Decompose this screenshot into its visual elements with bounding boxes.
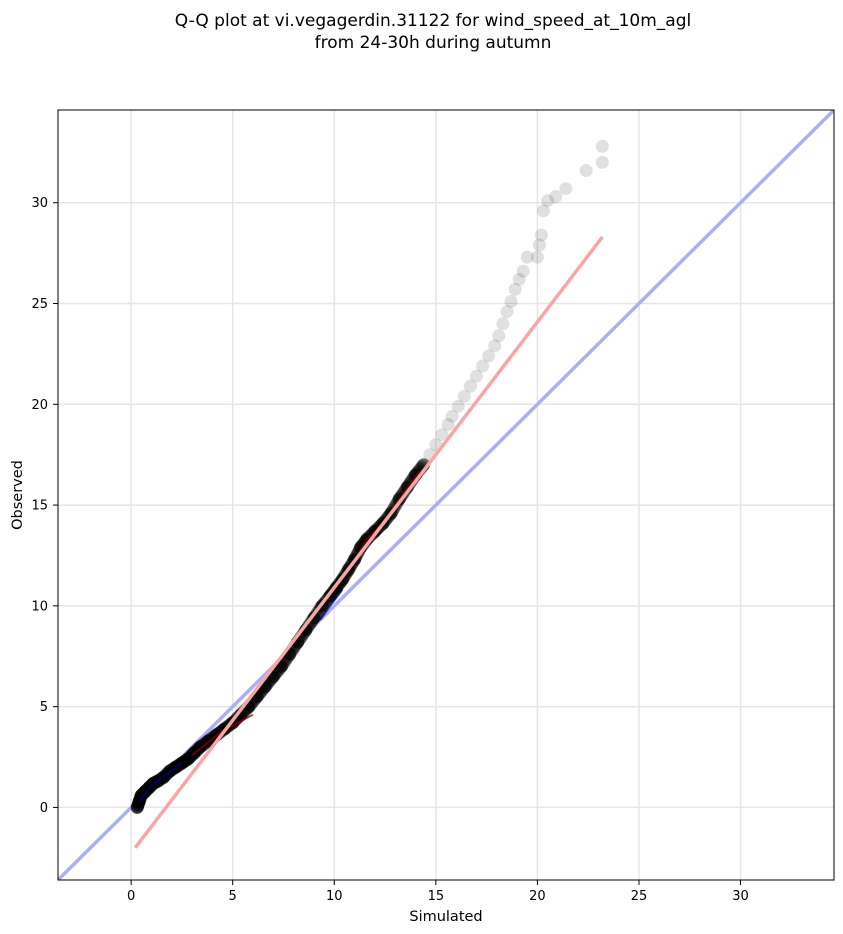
data-point	[132, 796, 146, 810]
data-point	[469, 369, 483, 383]
x-axis-label: Simulated	[409, 909, 482, 925]
x-tick-label: 0	[127, 889, 135, 904]
data-point	[549, 190, 563, 204]
identity-line-layer	[58, 110, 834, 880]
y-axis-ticks: 0 5 10 15 20 25 30	[31, 196, 58, 816]
data-point	[492, 329, 506, 343]
data-point	[435, 428, 449, 442]
x-tick-label: 20	[529, 889, 546, 904]
data-point	[457, 389, 471, 403]
y-tick-label: 0	[40, 801, 48, 816]
dense-core-low	[319, 589, 344, 621]
x-tick-label: 10	[326, 889, 343, 904]
data-point	[445, 409, 459, 423]
data-point	[130, 800, 144, 814]
data-point	[508, 282, 522, 296]
data-point	[131, 799, 145, 813]
data-point	[595, 155, 609, 169]
data-point	[512, 272, 526, 286]
y-tick-label: 20	[31, 398, 48, 413]
plot-area-frame	[57, 109, 835, 881]
fit-line-layer	[133, 235, 604, 849]
data-point	[307, 611, 321, 625]
data-point	[482, 349, 496, 363]
dense-core-low	[138, 762, 183, 803]
x-tick-label: 5	[229, 889, 237, 904]
data-point	[136, 787, 150, 801]
x-tick-label: 30	[732, 889, 749, 904]
data-point	[516, 264, 530, 278]
data-point	[488, 339, 502, 353]
identity-line	[58, 110, 834, 880]
chart-title: Q-Q plot at vi.vegagerdin.31122 for wind…	[175, 11, 691, 31]
x-tick-label: 25	[631, 889, 648, 904]
data-point	[532, 238, 546, 252]
data-point	[304, 615, 318, 629]
data-point	[496, 317, 510, 331]
x-axis-ticks: 0 5 10 15 20 25 30	[127, 880, 749, 904]
data-point	[530, 250, 544, 264]
data-point	[537, 204, 551, 218]
data-point	[131, 798, 145, 812]
y-tick-label: 30	[31, 196, 48, 211]
y-tick-label: 10	[31, 599, 48, 614]
data-point	[500, 305, 514, 319]
data-point	[504, 294, 518, 308]
chart-subtitle: from 24-30h during autumn	[315, 33, 552, 53]
data-point	[180, 753, 194, 767]
data-point	[179, 753, 193, 767]
y-tick-label: 25	[31, 297, 48, 312]
data-point	[595, 139, 609, 153]
data-point	[135, 788, 149, 802]
y-tick-label: 15	[31, 499, 48, 514]
data-point	[520, 250, 534, 264]
data-point	[131, 797, 145, 811]
data-point	[441, 417, 455, 431]
data-point	[534, 228, 548, 242]
grid-lines	[58, 110, 834, 880]
data-point	[181, 752, 195, 766]
data-point	[134, 789, 148, 803]
data-point	[451, 399, 465, 413]
y-tick-label: 5	[40, 700, 48, 715]
data-point	[476, 359, 490, 373]
y-axis-label: Observed	[10, 460, 26, 530]
data-point	[559, 182, 573, 196]
data-point	[579, 163, 593, 177]
data-point	[134, 788, 148, 802]
data-point	[463, 379, 477, 393]
fit-line	[133, 235, 604, 849]
data-point	[541, 194, 555, 208]
data-point	[307, 611, 321, 625]
data-point	[306, 613, 320, 627]
x-tick-label: 15	[428, 889, 445, 904]
